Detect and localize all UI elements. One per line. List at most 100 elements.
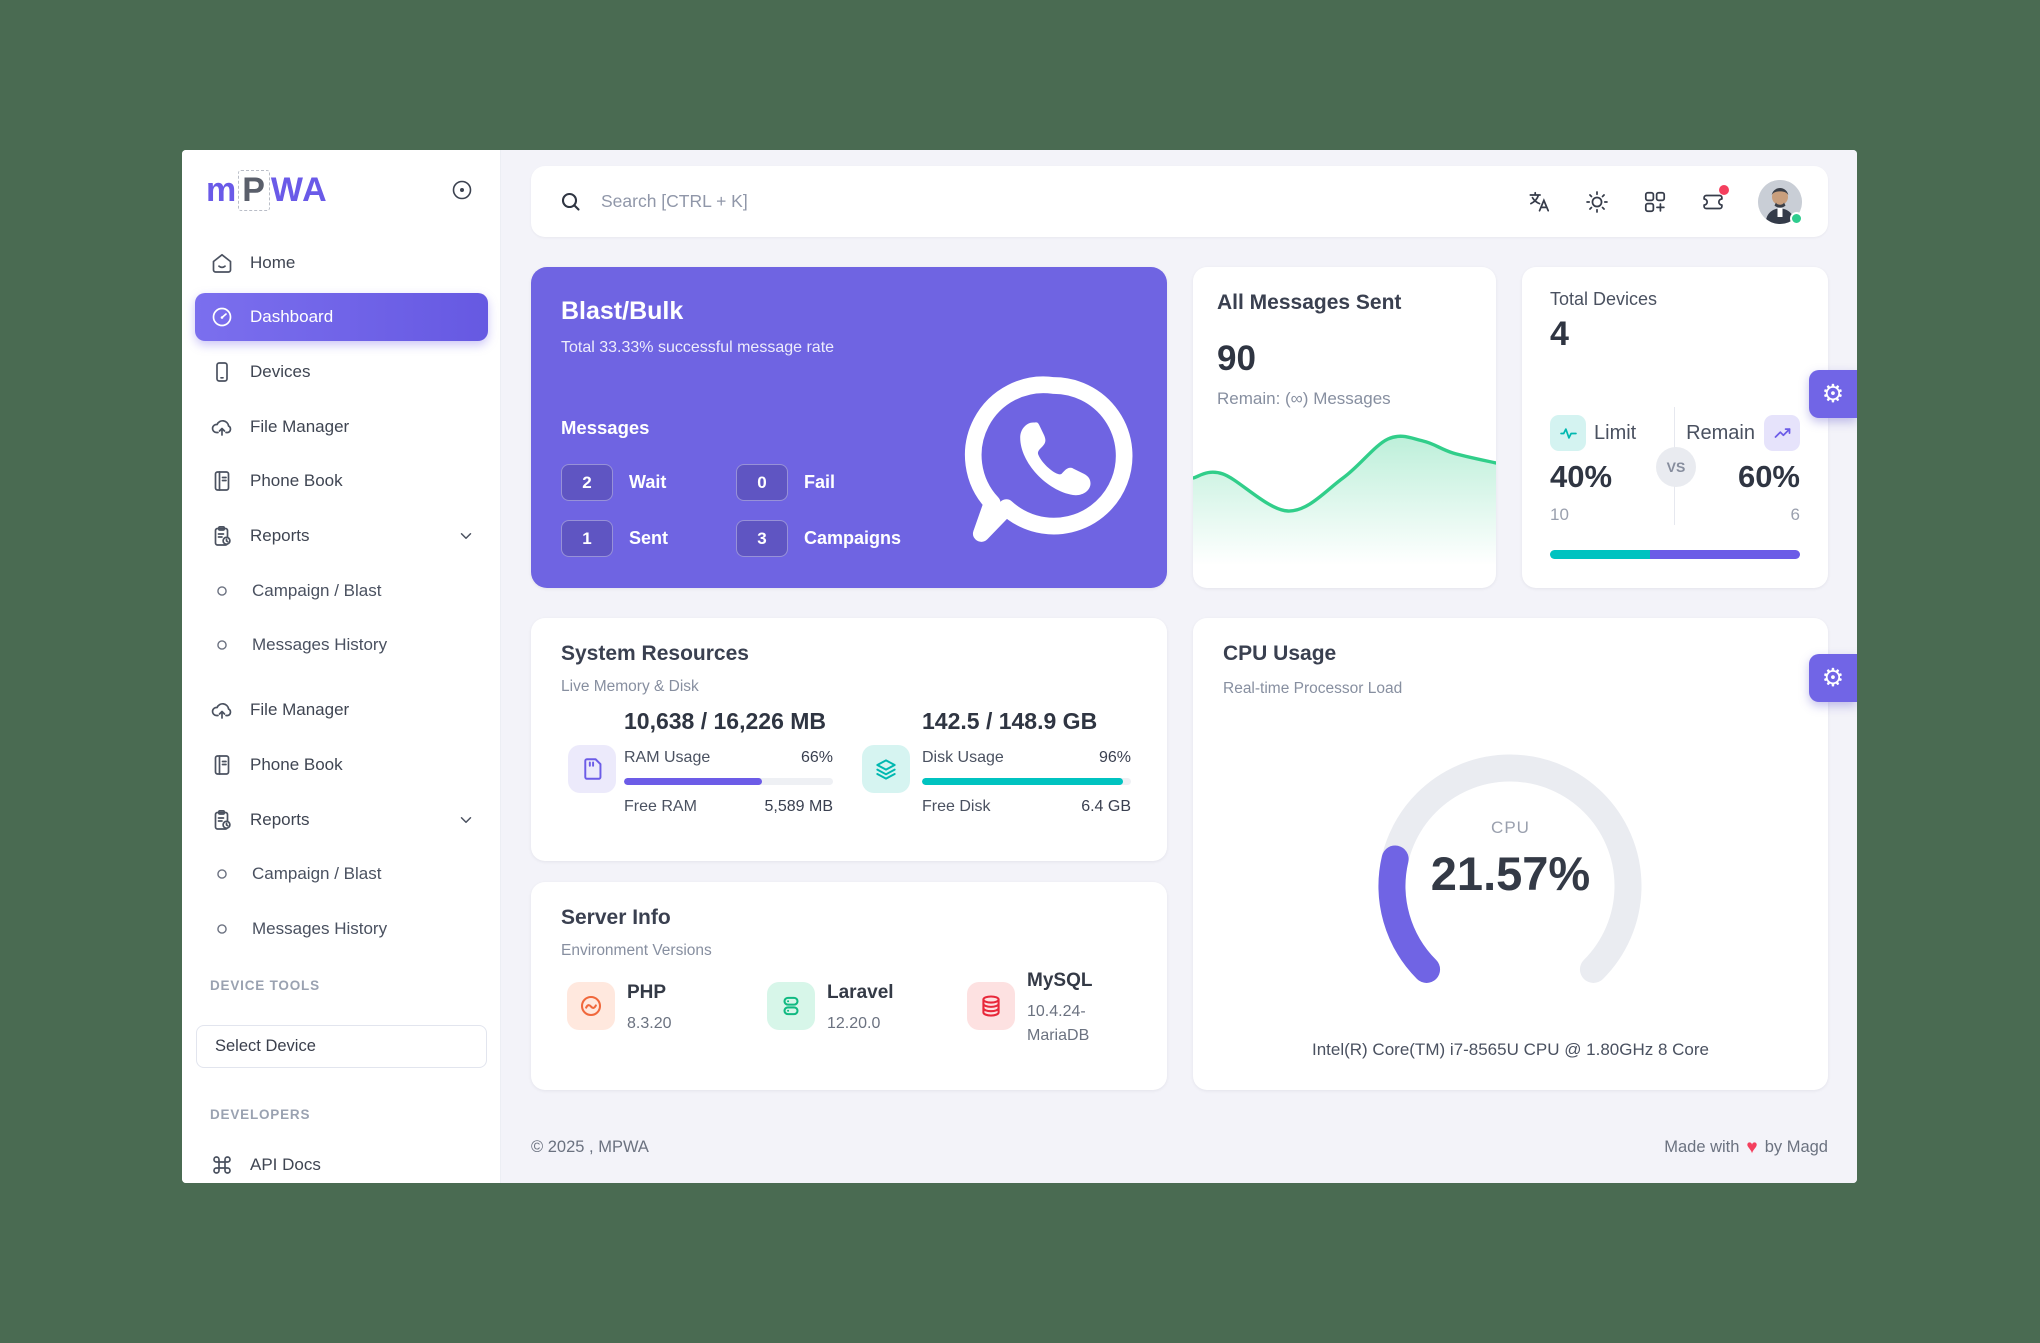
fail-label: Fail xyxy=(804,472,836,492)
sidebar-item-reports-2[interactable]: Reports xyxy=(182,798,501,842)
sidebar-item-label: API Docs xyxy=(250,1155,321,1174)
remain-bar-segment xyxy=(1650,550,1800,559)
sidebar-item-campaign-blast-2[interactable]: Campaign / Blast xyxy=(182,852,501,896)
ticket-icon[interactable] xyxy=(1700,184,1729,215)
ram-usage-pct: 66% xyxy=(800,749,833,766)
disk-value: 142.5 / 148.9 GB xyxy=(922,708,1098,734)
search-input[interactable] xyxy=(601,191,1526,212)
sent-count-badge: 1 xyxy=(561,520,613,557)
footer-made-with: Made with xyxy=(1664,1138,1740,1156)
disk-progress-track xyxy=(922,778,1131,785)
sidebar-item-phone-book-2[interactable]: Phone Book xyxy=(182,743,501,787)
sidebar-item-label: Devices xyxy=(250,362,311,381)
sent-label: Sent xyxy=(629,528,669,548)
chevron-down-icon xyxy=(457,811,475,829)
blast-messages-label: Messages xyxy=(561,417,650,438)
radio-circle-icon xyxy=(215,922,229,936)
chevron-down-icon xyxy=(457,527,475,545)
sidebar-item-api-docs[interactable]: API Docs xyxy=(182,1143,501,1183)
all-messages-title: All Messages Sent xyxy=(1217,291,1402,314)
sidebar-item-label: Reports xyxy=(250,526,310,545)
radio-circle-icon xyxy=(215,638,229,652)
cpu-gauge-value: 21.57% xyxy=(1430,847,1591,900)
blast-bulk-card: Blast/Bulk Total 33.33% successful messa… xyxy=(531,267,1167,588)
limit-count: 10 xyxy=(1550,505,1569,524)
blast-card-subtitle: Total 33.33% successful message rate xyxy=(561,339,835,356)
app-logo[interactable]: m P WA xyxy=(206,169,328,211)
remain-label: Remain xyxy=(1686,422,1755,444)
select-device-input[interactable]: Select Device xyxy=(196,1025,487,1068)
theme-sun-icon[interactable] xyxy=(1584,189,1610,215)
footer-credit: Made with ♥ by Magd xyxy=(1664,1138,1828,1157)
gear-icon: ⚙ xyxy=(1821,380,1845,408)
sidebar-item-messages-history-2[interactable]: Messages History xyxy=(182,907,501,951)
radio-circle-icon xyxy=(215,584,229,598)
laravel-version: 12.20.0 xyxy=(827,1015,881,1032)
sidebar-item-phone-book[interactable]: Phone Book xyxy=(182,459,501,503)
ram-memory-icon xyxy=(568,745,616,793)
limit-label: Limit xyxy=(1594,422,1637,444)
total-devices-card: Total Devices 4 Limit Remain VS 40% 60% … xyxy=(1522,267,1828,588)
sidebar-item-label: File Manager xyxy=(250,700,350,719)
sidebar-item-devices[interactable]: Devices xyxy=(182,350,501,394)
php-name: PHP xyxy=(627,982,667,1003)
cloud-upload-icon xyxy=(210,698,234,722)
remain-count: 6 xyxy=(1790,505,1800,524)
sidebar-item-label: Reports xyxy=(250,810,310,829)
cpu-gauge-chart xyxy=(1378,754,1642,983)
sidebar-item-label: Campaign / Blast xyxy=(252,864,382,883)
main-content: Blast/Bulk Total 33.33% successful messa… xyxy=(501,150,1857,1183)
ram-usage-label: RAM Usage xyxy=(624,749,711,766)
app-window: m P WA Home Dashboard Devices File Manager… xyxy=(182,150,1857,1183)
settings-gear-button-1[interactable]: ⚙ xyxy=(1809,370,1857,418)
developers-group-label: DEVELOPERS xyxy=(210,1107,311,1122)
sidebar-item-label: Messages History xyxy=(252,635,388,654)
free-ram-label: Free RAM xyxy=(624,798,697,815)
server-info-card: Server Info Environment Versions PHP 8.3… xyxy=(531,882,1167,1090)
free-ram-value: 5,589 MB xyxy=(764,798,833,815)
cpu-usage-title: CPU Usage xyxy=(1223,642,1337,665)
home-icon xyxy=(210,251,234,275)
logo-part-1: m xyxy=(206,170,238,209)
disk-progress-fill xyxy=(922,778,1123,785)
sidebar-item-file-manager-2[interactable]: File Manager xyxy=(182,688,501,732)
topbar-icons xyxy=(1526,179,1803,225)
user-avatar[interactable] xyxy=(1758,179,1803,225)
sidebar-item-label: Phone Book xyxy=(250,755,343,774)
limit-activity-icon xyxy=(1550,415,1586,451)
cpu-gauge-label: CPU xyxy=(1491,818,1530,837)
all-messages-value: 90 xyxy=(1217,339,1256,378)
smartphone-icon xyxy=(210,360,234,384)
sidebar-item-file-manager[interactable]: File Manager xyxy=(182,405,501,449)
translate-icon[interactable] xyxy=(1526,189,1552,215)
active-item-highlight xyxy=(195,293,488,341)
laravel-name: Laravel xyxy=(827,982,894,1003)
sidebar-item-dashboard[interactable]: Dashboard xyxy=(182,295,501,339)
sidebar-toggle-icon[interactable] xyxy=(450,178,474,202)
free-disk-value: 6.4 GB xyxy=(1081,798,1131,815)
apps-grid-icon[interactable] xyxy=(1642,189,1668,215)
mysql-version: 10.4.24-MariaDB xyxy=(1027,1003,1090,1044)
remain-percentage: 60% xyxy=(1737,459,1800,494)
system-resources-title: System Resources xyxy=(561,642,749,665)
footer-by: by Magd xyxy=(1764,1138,1828,1156)
logo-part-3: WA xyxy=(270,170,328,209)
search-icon xyxy=(559,190,583,214)
wait-label: Wait xyxy=(629,472,667,492)
devices-split-progress xyxy=(1550,550,1800,559)
sidebar: m P WA Home Dashboard Devices File Manager… xyxy=(182,150,501,1183)
campaigns-label: Campaigns xyxy=(804,528,902,548)
gear-icon: ⚙ xyxy=(1821,664,1845,692)
report-icon xyxy=(210,524,234,548)
sidebar-item-reports[interactable]: Reports xyxy=(182,514,501,558)
settings-gear-button-2[interactable]: ⚙ xyxy=(1809,654,1857,702)
limit-bar-segment xyxy=(1550,550,1650,559)
sidebar-item-messages-history[interactable]: Messages History xyxy=(182,623,501,667)
logo-row: m P WA xyxy=(182,150,501,230)
phone-book-icon xyxy=(210,753,234,777)
sidebar-item-campaign-blast[interactable]: Campaign / Blast xyxy=(182,569,501,613)
remain-trend-icon xyxy=(1764,415,1800,451)
sidebar-item-home[interactable]: Home xyxy=(182,241,501,285)
dashboard-icon xyxy=(210,305,234,329)
php-version: 8.3.20 xyxy=(627,1015,672,1032)
